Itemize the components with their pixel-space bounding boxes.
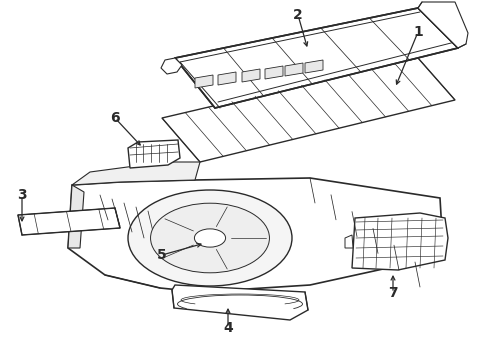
Polygon shape [352, 213, 448, 270]
Ellipse shape [128, 190, 292, 286]
Ellipse shape [195, 229, 225, 247]
Polygon shape [68, 185, 84, 248]
Ellipse shape [150, 203, 270, 273]
Polygon shape [68, 178, 442, 292]
Polygon shape [161, 58, 182, 74]
Polygon shape [265, 66, 283, 79]
Polygon shape [305, 60, 323, 73]
Text: 5: 5 [157, 248, 167, 262]
Polygon shape [285, 63, 303, 76]
Text: 3: 3 [17, 188, 27, 202]
Polygon shape [218, 72, 236, 85]
Text: 6: 6 [110, 111, 120, 125]
Text: 7: 7 [388, 286, 398, 300]
Text: 4: 4 [223, 321, 233, 335]
Polygon shape [72, 162, 200, 185]
Polygon shape [128, 140, 180, 168]
Polygon shape [175, 8, 458, 108]
Text: 1: 1 [413, 25, 423, 39]
Polygon shape [18, 208, 120, 235]
Text: 2: 2 [293, 8, 303, 22]
Polygon shape [418, 2, 468, 48]
Polygon shape [345, 235, 353, 248]
Polygon shape [162, 58, 455, 162]
Polygon shape [242, 69, 260, 82]
Polygon shape [172, 285, 308, 320]
Polygon shape [195, 75, 213, 88]
